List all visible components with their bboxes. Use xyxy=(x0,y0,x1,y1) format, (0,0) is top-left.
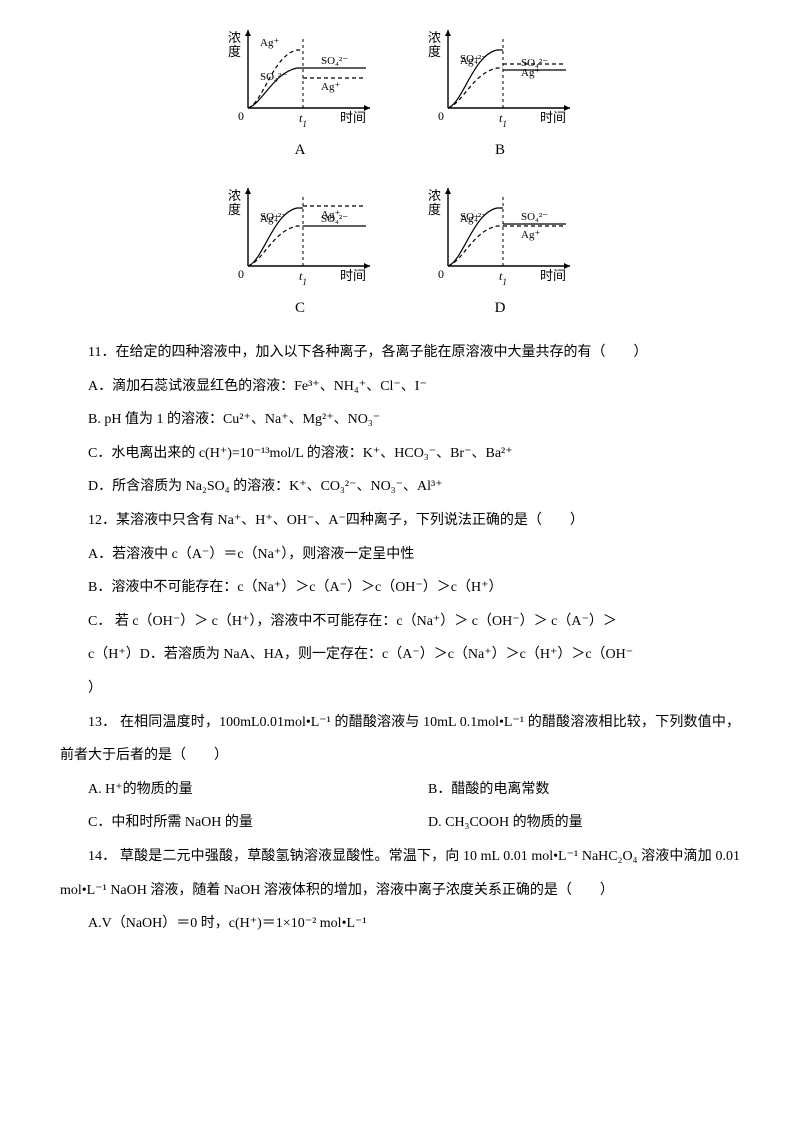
chart-C: 0t1浓度时间Ag⁺SO₄²⁻SO₄²⁻Ag⁺C xyxy=(220,178,380,326)
charts-row-2: 0t1浓度时间Ag⁺SO₄²⁻SO₄²⁻Ag⁺C 0t1浓度时间Ag⁺SO₄²⁻… xyxy=(60,178,740,326)
q13-stem: 13． 在相同温度时，100mL0.01mol•L⁻¹ 的醋酸溶液与 10mL … xyxy=(60,706,740,773)
svg-text:t1: t1 xyxy=(299,269,307,287)
chart-svg: 0t1浓度时间Ag⁺SO₄²⁻SO₄²⁻Ag⁺ xyxy=(220,178,380,288)
svg-text:0: 0 xyxy=(238,109,244,123)
q11-D: D．所含溶质为 Na₂SO₄ 的溶液：K⁺、CO₃²⁻、NO₃⁻、Al³⁺ xyxy=(60,470,740,504)
chart-svg: 0t1浓度时间Ag⁺SO₄²⁻SO₄²⁻Ag⁺ xyxy=(420,20,580,130)
chart-svg: 0t1浓度时间Ag⁺SO₄²⁻SO₄²⁻Ag⁺ xyxy=(420,178,580,288)
svg-text:t1: t1 xyxy=(499,111,507,129)
q13-D: D. CH₃COOH 的物质的量 xyxy=(400,806,740,840)
svg-text:Ag⁺: Ag⁺ xyxy=(321,209,340,221)
q12-A: A．若溶液中 c（A⁻）＝c（Na⁺），则溶液一定呈中性 xyxy=(60,538,740,572)
svg-text:SO₄²⁻: SO₄²⁻ xyxy=(260,71,287,83)
svg-text:度: 度 xyxy=(428,202,441,217)
chart-B: 0t1浓度时间Ag⁺SO₄²⁻SO₄²⁻Ag⁺B xyxy=(420,20,580,168)
q11-C: C．水电离出来的 c(H⁺)=10⁻¹³mol/L 的溶液：K⁺、HCO₃⁻、B… xyxy=(60,437,740,471)
svg-text:t1: t1 xyxy=(499,269,507,287)
q13-B: B．醋酸的电离常数 xyxy=(400,773,740,807)
q12-C3: ） xyxy=(60,672,740,706)
svg-text:0: 0 xyxy=(238,267,244,281)
q12-B: B．溶液中不可能存在：c（Na⁺）＞c（A⁻）＞c（OH⁻）＞c（H⁺） xyxy=(60,571,740,605)
svg-text:度: 度 xyxy=(228,44,241,59)
chart-letter: A xyxy=(295,132,306,168)
svg-text:浓: 浓 xyxy=(428,188,441,203)
page: 0t1浓度时间Ag⁺SO₄²⁻SO₄²⁻Ag⁺A 0t1浓度时间Ag⁺SO₄²⁻… xyxy=(0,0,800,981)
svg-text:浓: 浓 xyxy=(428,30,441,45)
chart-letter: C xyxy=(295,290,305,326)
svg-text:时间: 时间 xyxy=(540,268,566,283)
svg-text:0: 0 xyxy=(438,267,444,281)
chart-letter: D xyxy=(495,290,506,326)
svg-text:Ag⁺: Ag⁺ xyxy=(260,37,279,49)
q13-A: A. H⁺的物质的量 xyxy=(60,773,400,807)
svg-text:度: 度 xyxy=(228,202,241,217)
svg-text:0: 0 xyxy=(438,109,444,123)
q12-stem: 12．某溶液中只含有 Na⁺、H⁺、OH⁻、A⁻四种离子，下列说法正确的是（ ） xyxy=(60,504,740,538)
svg-text:Ag⁺: Ag⁺ xyxy=(521,67,540,79)
q14-A: A.V（NaOH）＝0 时，c(H⁺)＝1×10⁻² mol•L⁻¹ xyxy=(60,907,740,941)
chart-svg: 0 t1 浓度时间 Ag⁺ SO₄²⁻ SO₄²⁻ Ag⁺ xyxy=(220,20,380,130)
svg-text:Ag⁺: Ag⁺ xyxy=(521,229,540,241)
charts-row-1: 0t1浓度时间Ag⁺SO₄²⁻SO₄²⁻Ag⁺A 0t1浓度时间Ag⁺SO₄²⁻… xyxy=(60,20,740,168)
q13-row2: C．中和时所需 NaOH 的量 D. CH₃COOH 的物质的量 xyxy=(60,806,740,840)
svg-text:SO₄²⁻: SO₄²⁻ xyxy=(460,211,487,223)
svg-text:时间: 时间 xyxy=(540,110,566,125)
q13-C: C．中和时所需 NaOH 的量 xyxy=(60,806,400,840)
svg-text:SO₄²⁻: SO₄²⁻ xyxy=(260,211,287,223)
svg-text:SO₄²⁻: SO₄²⁻ xyxy=(521,211,548,223)
svg-text:Ag⁺: Ag⁺ xyxy=(321,81,340,93)
q12-C: C． 若 c（OH⁻）＞ c（H⁺），溶液中不可能存在：c（Na⁺）＞ c（OH… xyxy=(60,605,740,639)
q14-stem: 14． 草酸是二元中强酸，草酸氢钠溶液显酸性。常温下，向 10 mL 0.01 … xyxy=(60,840,740,907)
svg-text:时间: 时间 xyxy=(340,268,366,283)
svg-text:时间: 时间 xyxy=(340,110,366,125)
q13-row1: A. H⁺的物质的量 B．醋酸的电离常数 xyxy=(60,773,740,807)
chart-D: 0t1浓度时间Ag⁺SO₄²⁻SO₄²⁻Ag⁺D xyxy=(420,178,580,326)
svg-text:SO₄²⁻: SO₄²⁻ xyxy=(460,53,487,65)
q12-C2: c（H⁺）D．若溶质为 NaA、HA，则一定存在：c（A⁻）＞c（Na⁺）＞c（… xyxy=(60,638,740,672)
svg-text:t1: t1 xyxy=(299,111,307,129)
chart-letter: B xyxy=(495,132,505,168)
svg-text:度: 度 xyxy=(428,44,441,59)
q11-stem: 11．在给定的四种溶液中，加入以下各种离子，各离子能在原溶液中大量共存的有（ ） xyxy=(60,336,740,370)
q11-B: B. pH 值为 1 的溶液：Cu²⁺、Na⁺、Mg²⁺、NO₃⁻ xyxy=(60,403,740,437)
q11-A: A．滴加石蕊试液显红色的溶液：Fe³⁺、NH₄⁺、Cl⁻、I⁻ xyxy=(60,370,740,404)
chart-A: 0 t1 浓度时间 Ag⁺ SO₄²⁻ SO₄²⁻ Ag⁺ A xyxy=(220,20,380,168)
svg-text:浓: 浓 xyxy=(228,30,241,45)
svg-text:浓: 浓 xyxy=(228,188,241,203)
svg-text:SO₄²⁻: SO₄²⁻ xyxy=(321,55,348,67)
